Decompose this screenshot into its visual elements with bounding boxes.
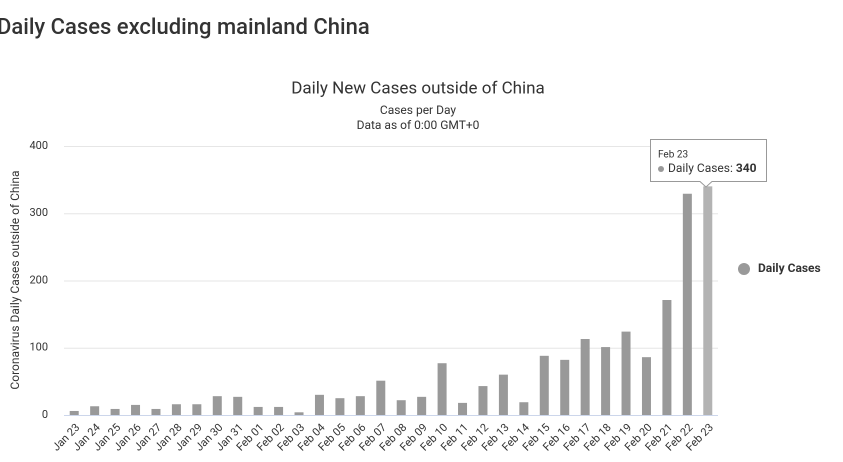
tooltip-header: Feb 23 xyxy=(658,150,688,161)
chart-subtitle: Cases per Day xyxy=(380,103,457,117)
bar xyxy=(233,396,243,415)
tooltip-value: 340 xyxy=(736,161,757,175)
tooltip: Feb 23 Daily Cases: 340 xyxy=(650,139,767,188)
bar xyxy=(192,404,202,415)
y-tick-label: 300 xyxy=(29,206,48,219)
bar xyxy=(171,404,181,415)
page-title: Daily Cases excluding mainland China xyxy=(0,15,370,40)
bar xyxy=(437,363,447,415)
bar xyxy=(335,398,345,415)
bar xyxy=(621,331,631,415)
bar xyxy=(539,355,549,415)
bar xyxy=(110,408,120,415)
bar xyxy=(253,406,263,415)
bar xyxy=(294,412,304,415)
bar xyxy=(498,374,508,415)
bar xyxy=(601,347,611,415)
tooltip-separator: : xyxy=(730,161,736,175)
bar xyxy=(580,339,590,415)
bar xyxy=(212,396,222,415)
bar xyxy=(376,380,386,415)
tooltip-series: Daily Cases xyxy=(668,161,730,175)
bar xyxy=(90,406,100,415)
bar xyxy=(519,402,529,415)
bar xyxy=(355,396,365,415)
bar xyxy=(131,404,141,415)
y-tick-label: 200 xyxy=(29,273,48,286)
bar xyxy=(478,386,488,415)
chart-title: Daily New Cases outside of China xyxy=(291,78,545,98)
y-tick-label: 100 xyxy=(29,341,48,354)
bar xyxy=(274,406,284,415)
tooltip-box xyxy=(650,139,767,188)
y-axis-label: Coronavirus Daily Cases outside of China xyxy=(8,170,22,389)
legend-label: Daily Cases xyxy=(758,261,821,275)
bar xyxy=(396,400,406,415)
bar xyxy=(682,193,692,415)
chart-subtitle: Data as of 0:00 GMT+0 xyxy=(357,118,480,132)
bar xyxy=(662,300,672,415)
bar xyxy=(703,186,713,415)
bar xyxy=(560,359,570,415)
y-tick-label: 0 xyxy=(42,408,48,421)
bar xyxy=(458,402,468,415)
bar xyxy=(641,357,651,415)
bar xyxy=(151,408,161,415)
y-tick-label: 400 xyxy=(29,139,48,152)
tooltip-text: Daily Cases: 340 xyxy=(668,161,757,175)
legend-marker xyxy=(738,263,750,275)
tooltip-bullet xyxy=(658,166,664,172)
bar xyxy=(314,394,324,415)
bar xyxy=(417,396,427,415)
bar xyxy=(69,410,79,415)
